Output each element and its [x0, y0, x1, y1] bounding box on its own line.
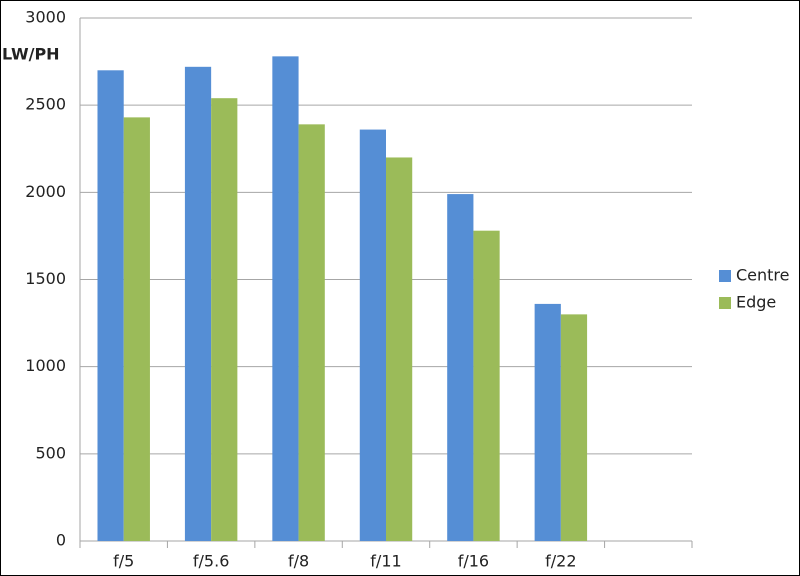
bar [211, 98, 238, 542]
legend-swatch [719, 270, 731, 282]
bar [123, 117, 150, 542]
bar [359, 129, 386, 541]
bar [386, 157, 413, 541]
bar [560, 314, 588, 541]
bar [184, 66, 212, 542]
bar [298, 124, 325, 542]
x-tick-label: f/5 [113, 552, 134, 571]
y-tick-label: 0 [56, 531, 66, 550]
legend-label: Edge [736, 293, 776, 312]
y-axis-label: LW/PH [2, 45, 60, 64]
x-tick-label: f/11 [370, 552, 401, 571]
y-tick-label: 2000 [25, 182, 66, 201]
y-tick-label: 1500 [25, 269, 66, 288]
legend-swatch [719, 297, 731, 309]
x-tick-label: f/22 [545, 552, 576, 571]
y-tick-label: 3000 [25, 8, 66, 27]
bar [473, 230, 500, 542]
y-tick-label: 500 [35, 443, 66, 462]
legend-label: Centre [736, 266, 790, 285]
bar [97, 70, 124, 542]
y-tick-label: 2500 [25, 95, 66, 114]
x-tick-label: f/8 [288, 552, 309, 571]
x-tick-label: f/5.6 [193, 552, 229, 571]
bar [272, 56, 299, 541]
bar [534, 303, 561, 541]
x-tick-label: f/16 [458, 552, 489, 571]
y-tick-label: 1000 [25, 356, 66, 375]
bar [447, 194, 474, 541]
